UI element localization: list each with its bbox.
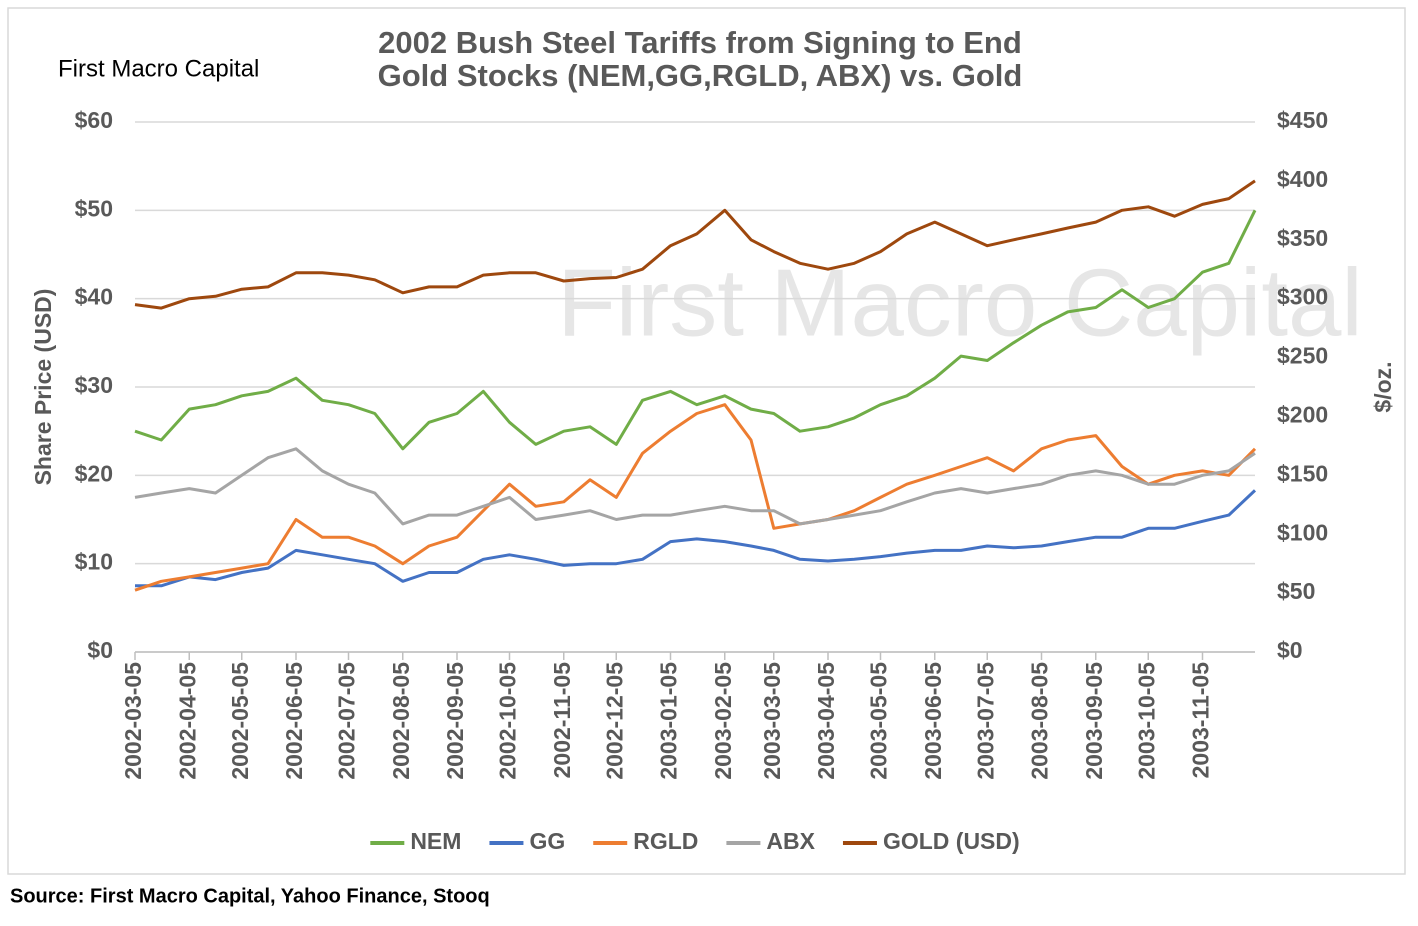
x-tick-label: 2003-04-05 (813, 662, 839, 780)
y2-tick-label: $250 (1277, 343, 1328, 369)
source: Source: First Macro Capital, Yahoo Finan… (10, 885, 490, 907)
x-tick-label: 2002-06-05 (281, 662, 307, 780)
series-line (134, 179, 1256, 310)
y2-tick-label: $0 (1277, 637, 1303, 663)
x-tick-label: 2002-12-05 (601, 662, 627, 780)
x-tick-label: 2003-01-05 (656, 662, 682, 780)
y2-tick-label: $150 (1277, 460, 1328, 486)
x-tick-label: 2002-09-05 (442, 662, 468, 780)
x-tick-label: 2003-02-05 (710, 662, 736, 780)
x-tick-label: 2003-07-05 (972, 662, 998, 780)
x-tick-label: 2002-08-05 (388, 662, 414, 780)
y-tick-label: $50 (75, 195, 113, 221)
legend-label: RGLD (633, 828, 698, 854)
y2-tick-label: $100 (1277, 519, 1328, 545)
y2-axis-label: $/oz. (1370, 361, 1396, 412)
y-axis-label: Share Price (USD) (30, 289, 56, 486)
series-line (134, 447, 1256, 526)
x-tick-label: 2002-10-05 (495, 662, 521, 780)
legend-label: ABX (766, 828, 815, 854)
y2-tick-label: $200 (1277, 402, 1328, 428)
x-tick-label: 2003-08-05 (1027, 662, 1053, 780)
y-tick-label: $20 (75, 460, 113, 486)
y2-tick-label: $400 (1277, 166, 1328, 192)
y-tick-label: $0 (87, 637, 113, 663)
y2-tick-label: $450 (1277, 107, 1328, 133)
y-tick-label: $10 (75, 549, 113, 575)
y2-tick-label: $50 (1277, 578, 1315, 604)
legend-label: GG (529, 828, 565, 854)
chart-frame (7, 7, 1406, 875)
x-tick-label: 2002-07-05 (334, 662, 360, 780)
series-line (135, 489, 1257, 588)
legend-label: NEM (410, 828, 461, 854)
x-tick-label: 2003-09-05 (1081, 662, 1107, 780)
series-line (134, 209, 1257, 451)
x-tick-label: 2002-11-05 (549, 662, 575, 779)
x-tick-label: 2002-05-05 (227, 662, 253, 780)
y-tick-label: $60 (75, 107, 113, 133)
y2-tick-label: $350 (1277, 225, 1328, 251)
series-line (134, 403, 1257, 592)
chart-title: Gold Stocks (NEM,GG,RGLD, ABX) vs. Gold (378, 58, 1023, 93)
brand: First Macro Capital (58, 55, 259, 82)
y-tick-label: $40 (75, 284, 113, 310)
y-tick-label: $30 (75, 372, 113, 398)
chart-title: 2002 Bush Steel Tariffs from Signing to … (378, 25, 1022, 60)
x-tick-label: 2003-06-05 (920, 662, 946, 780)
watermark: First Macro Capital (557, 249, 1363, 356)
x-tick-label: 2002-03-05 (120, 662, 146, 780)
x-tick-label: 2002-04-05 (174, 662, 200, 780)
x-tick-label: 2003-03-05 (759, 662, 785, 780)
x-tick-label: 2003-11-05 (1188, 662, 1214, 779)
legend-label: GOLD (USD) (883, 828, 1020, 854)
x-tick-label: 2003-10-05 (1133, 662, 1159, 780)
y2-tick-label: $300 (1277, 284, 1328, 310)
x-tick-label: 2003-05-05 (866, 662, 892, 780)
